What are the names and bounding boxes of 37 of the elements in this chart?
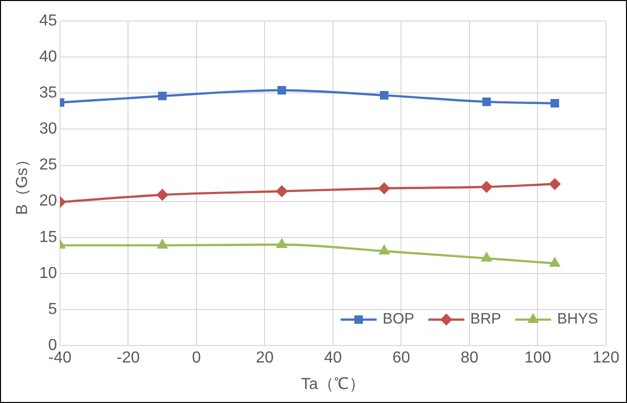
x-tick-label: 40 xyxy=(324,350,342,367)
y-tick-label: 15 xyxy=(39,228,58,246)
point xyxy=(480,181,492,193)
point xyxy=(550,98,560,108)
y-tick-label: 30 xyxy=(39,120,58,138)
point xyxy=(379,246,390,254)
point xyxy=(156,189,168,200)
y-tick-label: 45 xyxy=(39,12,58,30)
point xyxy=(378,182,390,194)
x-tick-label: 20 xyxy=(256,350,274,367)
x-tick-label: 80 xyxy=(460,350,478,367)
point xyxy=(158,92,167,100)
point xyxy=(278,86,286,95)
point xyxy=(482,252,492,262)
y-axis-title: B（Gs） xyxy=(14,152,32,215)
y-tick-label: 10 xyxy=(39,264,58,282)
point xyxy=(276,186,288,197)
point xyxy=(550,258,560,267)
x-tick-label: 0 xyxy=(192,350,202,367)
x-axis-title: Ta（℃） xyxy=(301,376,365,393)
legend-label: BOP xyxy=(382,310,414,328)
legend-label: BHYS xyxy=(557,310,598,328)
x-tick-label: -20 xyxy=(116,350,140,367)
y-tick-label: 20 xyxy=(39,192,58,210)
y-tick-label: 25 xyxy=(39,156,58,174)
point xyxy=(549,178,560,190)
x-tick-label: 100 xyxy=(524,350,552,367)
x-tick-label: 120 xyxy=(592,350,620,367)
point xyxy=(482,98,491,106)
point xyxy=(380,91,388,100)
point xyxy=(157,240,168,249)
y-tick-label: 40 xyxy=(39,48,58,66)
x-tick-label: 60 xyxy=(392,350,410,367)
y-tick-label: 5 xyxy=(48,300,58,318)
point xyxy=(276,239,287,248)
legend-label: BRP xyxy=(470,310,502,328)
y-tick-label: 35 xyxy=(39,84,58,102)
